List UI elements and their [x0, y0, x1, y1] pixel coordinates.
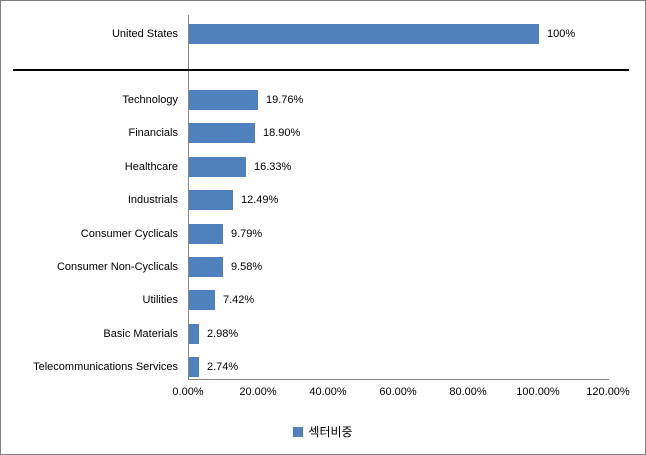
x-axis-tick-label: 60.00%: [379, 386, 417, 398]
bar-row: Technology 19.76%: [1, 90, 645, 110]
bar-row: Basic Materials 2.98%: [1, 324, 645, 344]
category-label: Technology: [122, 94, 178, 106]
x-axis-tick-label: 100.00%: [516, 386, 560, 398]
category-label: Basic Materials: [103, 328, 178, 340]
category-label: Utilities: [142, 294, 178, 306]
bar: [189, 257, 223, 277]
value-label: 9.58%: [231, 261, 263, 273]
bar: [189, 123, 255, 143]
x-axis-tick-label: 120.00%: [586, 386, 630, 398]
y-axis-line: [188, 15, 189, 380]
category-label: Financials: [128, 127, 178, 139]
legend-swatch-icon: [293, 426, 304, 437]
bar-row: Consumer Non-Cyclicals 9.58%: [1, 257, 645, 277]
bar-row: Consumer Cyclicals 9.79%: [1, 224, 645, 244]
legend-label: 섹터비중: [308, 425, 353, 439]
bar: [189, 190, 233, 210]
bar: [189, 157, 246, 177]
x-axis-tick-label: 0.00%: [172, 386, 204, 398]
separator-line: [13, 69, 629, 71]
bar-row: Telecommunications Services 2.74%: [1, 357, 645, 377]
bar: [189, 357, 199, 377]
category-label: United States: [111, 28, 178, 40]
bar: [189, 24, 539, 44]
value-label: 2.98%: [207, 328, 239, 340]
bar-row: Healthcare 16.33%: [1, 157, 645, 177]
x-axis-tick-label: 40.00%: [309, 386, 347, 398]
value-label: 18.90%: [263, 127, 301, 139]
value-label: 19.76%: [266, 94, 304, 106]
bar: [189, 90, 258, 110]
value-label: 7.42%: [223, 294, 255, 306]
category-label: Consumer Cyclicals: [80, 228, 178, 240]
value-label: 100%: [547, 28, 576, 40]
legend: 섹터비중: [1, 423, 645, 440]
bar: [189, 224, 223, 244]
category-label: Healthcare: [124, 161, 178, 173]
value-label: 2.74%: [207, 361, 239, 373]
category-label: Telecommunications Services: [33, 361, 178, 373]
bar-row: Utilities 7.42%: [1, 290, 645, 310]
category-label: Industrials: [127, 194, 178, 206]
bar-row: Financials 18.90%: [1, 123, 645, 143]
category-label: Consumer Non-Cyclicals: [56, 261, 178, 273]
x-axis-line: [188, 379, 609, 380]
value-label: 9.79%: [231, 228, 263, 240]
value-label: 16.33%: [254, 161, 292, 173]
bar-row: United States 100%: [1, 24, 645, 44]
x-axis-tick-label: 20.00%: [239, 386, 277, 398]
bar: [189, 324, 199, 344]
bar: [189, 290, 215, 310]
bar-row: Industrials 12.49%: [1, 190, 645, 210]
x-axis-tick-label: 80.00%: [449, 386, 487, 398]
value-label: 12.49%: [241, 194, 279, 206]
